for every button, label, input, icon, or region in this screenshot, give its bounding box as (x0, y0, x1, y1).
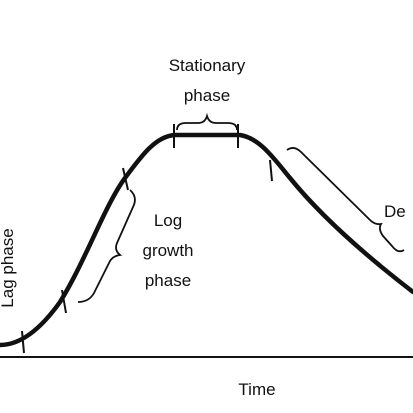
tick-lag-end (21, 330, 25, 354)
stationary-brace (176, 112, 238, 131)
stationary-label-line1: Stationary (169, 56, 246, 75)
log-label-line2: growth (142, 241, 193, 260)
log-label-line3: phase (145, 271, 191, 290)
lag-phase-label: Lag phase (0, 228, 17, 307)
death-phase-label: De (384, 202, 406, 221)
death-brace (286, 147, 405, 253)
stationary-label-line2: phase (184, 86, 230, 105)
tick-death-start (269, 159, 273, 182)
log-growth-brace (77, 189, 136, 303)
tick-log-start (61, 289, 67, 314)
x-axis-label: Time (238, 380, 275, 399)
growth-curve (0, 132, 413, 348)
tick-log-end (122, 167, 129, 191)
log-label-line1: Log (154, 211, 182, 230)
